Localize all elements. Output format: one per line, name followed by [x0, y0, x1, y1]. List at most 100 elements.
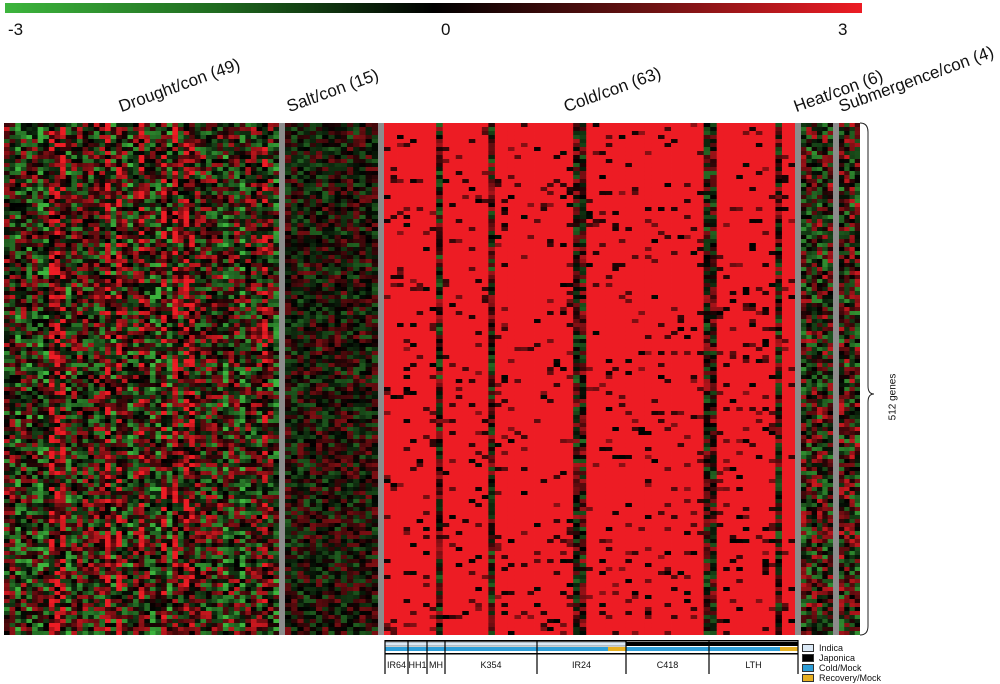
heatmap-cell	[217, 467, 224, 472]
heatmap-cell	[26, 495, 33, 500]
heatmap-cell	[71, 231, 78, 236]
heatmap-cell	[133, 435, 140, 440]
heatmap-cell	[149, 255, 156, 260]
heatmap-cell	[105, 579, 112, 584]
heatmap-cell	[15, 407, 22, 412]
heatmap-cell	[183, 619, 190, 624]
heatmap-cell	[189, 223, 196, 228]
heatmap-cell	[133, 307, 140, 312]
heatmap-cell	[93, 475, 100, 480]
heatmap-cell	[183, 183, 190, 188]
heatmap-cell	[15, 179, 22, 184]
heatmap-cell	[138, 359, 145, 364]
heatmap-cell	[116, 523, 123, 528]
heatmap-cell	[82, 151, 89, 156]
heatmap-cell	[116, 147, 123, 152]
heatmap-cell	[144, 219, 151, 224]
heatmap-cell	[155, 279, 162, 284]
heatmap-cell	[9, 455, 16, 460]
heatmap-cell	[206, 255, 213, 260]
heatmap-cell	[15, 375, 22, 380]
heatmap-cell	[60, 443, 67, 448]
heatmap-cell	[65, 511, 72, 516]
heatmap-cell	[4, 259, 11, 264]
heatmap-cell	[48, 443, 55, 448]
heatmap-cell	[105, 411, 112, 416]
heatmap-cell	[149, 215, 156, 220]
heatmap-cell	[149, 199, 156, 204]
heatmap-cell	[20, 463, 27, 468]
heatmap-cell	[155, 175, 162, 180]
heatmap-cell	[172, 255, 179, 260]
heatmap-cell	[138, 347, 145, 352]
heatmap-cell	[206, 435, 213, 440]
heatmap-cell	[65, 127, 72, 132]
heatmap-cell	[177, 531, 184, 536]
heatmap-cell	[20, 427, 27, 432]
heatmap-cell	[138, 199, 145, 204]
heatmap-cell	[110, 147, 117, 152]
heatmap-cell	[177, 403, 184, 408]
heatmap-cell	[82, 431, 89, 436]
heatmap-cell	[82, 271, 89, 276]
heatmap-cell	[93, 511, 100, 516]
heatmap-cell	[71, 283, 78, 288]
heatmap-cell	[37, 347, 44, 352]
heatmap-cell	[206, 135, 213, 140]
heatmap-cell	[177, 535, 184, 540]
heatmap-cell	[60, 515, 67, 520]
heatmap-cell	[206, 527, 213, 532]
heatmap-cell	[189, 343, 196, 348]
heatmap-cell	[194, 155, 201, 160]
heatmap-cell	[217, 475, 224, 480]
heatmap-cell	[99, 607, 106, 612]
heatmap-cell	[217, 251, 224, 256]
heatmap-cell	[194, 259, 201, 264]
heatmap-cell	[177, 203, 184, 208]
heatmap-cell	[15, 367, 22, 372]
heatmap-cell	[144, 551, 151, 556]
heatmap-cell	[166, 615, 173, 620]
heatmap-cell	[189, 175, 196, 180]
heatmap-cell	[138, 587, 145, 592]
heatmap-cell	[99, 191, 106, 196]
heatmap-cell	[48, 407, 55, 412]
heatmap-cell	[20, 243, 27, 248]
heatmap-cell	[43, 603, 50, 608]
heatmap-cell	[177, 187, 184, 192]
heatmap-cell	[217, 227, 224, 232]
heatmap-cell	[177, 631, 184, 635]
heatmap-cell	[37, 263, 44, 268]
heatmap-cell	[183, 207, 190, 212]
heatmap-cell	[105, 627, 112, 632]
heatmap-cell	[54, 587, 61, 592]
heatmap-cell	[110, 171, 117, 176]
heatmap-cell	[172, 531, 179, 536]
heatmap-cell	[155, 367, 162, 372]
heatmap-cell	[121, 439, 128, 444]
heatmap-cell	[43, 215, 50, 220]
heatmap-cell	[54, 379, 61, 384]
heatmap-cell	[93, 243, 100, 248]
heatmap-cell	[177, 179, 184, 184]
heatmap-cell	[166, 627, 173, 632]
heatmap-cell	[43, 523, 50, 528]
heatmap-cell	[60, 431, 67, 436]
heatmap-cell	[149, 607, 156, 612]
heatmap-cell	[4, 231, 11, 236]
heatmap-cell	[9, 575, 16, 580]
heatmap-cell	[206, 223, 213, 228]
heatmap-cell	[20, 547, 27, 552]
heatmap-cell	[200, 215, 207, 220]
heatmap-cell	[189, 419, 196, 424]
heatmap-cell	[82, 467, 89, 472]
heatmap-cell	[206, 467, 213, 472]
heatmap-cell	[15, 523, 22, 528]
heatmap-cell	[110, 155, 117, 160]
heatmap-cell	[217, 155, 224, 160]
heatmap-cell	[43, 619, 50, 624]
heatmap-cell	[127, 255, 134, 260]
heatmap-cell	[206, 463, 213, 468]
heatmap-cell	[20, 379, 27, 384]
heatmap-cell	[20, 371, 27, 376]
